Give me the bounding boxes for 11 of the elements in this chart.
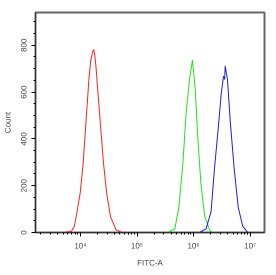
x-axis-title: FITC-A <box>137 258 164 268</box>
x-tick-label: 10⁴ <box>74 242 88 250</box>
y-tick-label: 600 <box>20 84 28 99</box>
y-tick-label: 800 <box>20 38 28 52</box>
x-tick-label: 10⁷ <box>244 242 256 250</box>
x-tick-label: 10⁵ <box>130 242 144 250</box>
y-tick-label: 200 <box>20 178 28 192</box>
y-tick-label: 400 <box>20 132 28 146</box>
y-axis-title: Count <box>4 111 12 134</box>
y-tick-label: 0 <box>20 230 28 235</box>
x-tick-label: 10⁶ <box>187 242 200 250</box>
